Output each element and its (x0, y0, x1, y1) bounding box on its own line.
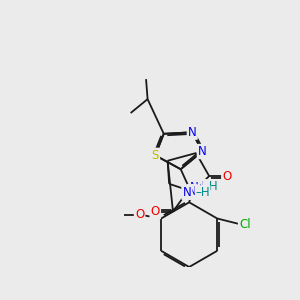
Text: N: N (198, 145, 207, 158)
Text: O: O (135, 208, 144, 221)
Text: N: N (188, 126, 197, 139)
Text: Cl: Cl (239, 218, 251, 231)
Text: –H: –H (195, 186, 210, 199)
Text: –H: –H (203, 180, 218, 193)
Text: N: N (190, 181, 199, 194)
Text: N: N (196, 180, 205, 193)
Text: O: O (222, 169, 232, 183)
Text: N: N (182, 186, 191, 199)
Text: S: S (152, 149, 159, 162)
Text: O: O (151, 205, 160, 218)
Text: N: N (188, 185, 197, 198)
